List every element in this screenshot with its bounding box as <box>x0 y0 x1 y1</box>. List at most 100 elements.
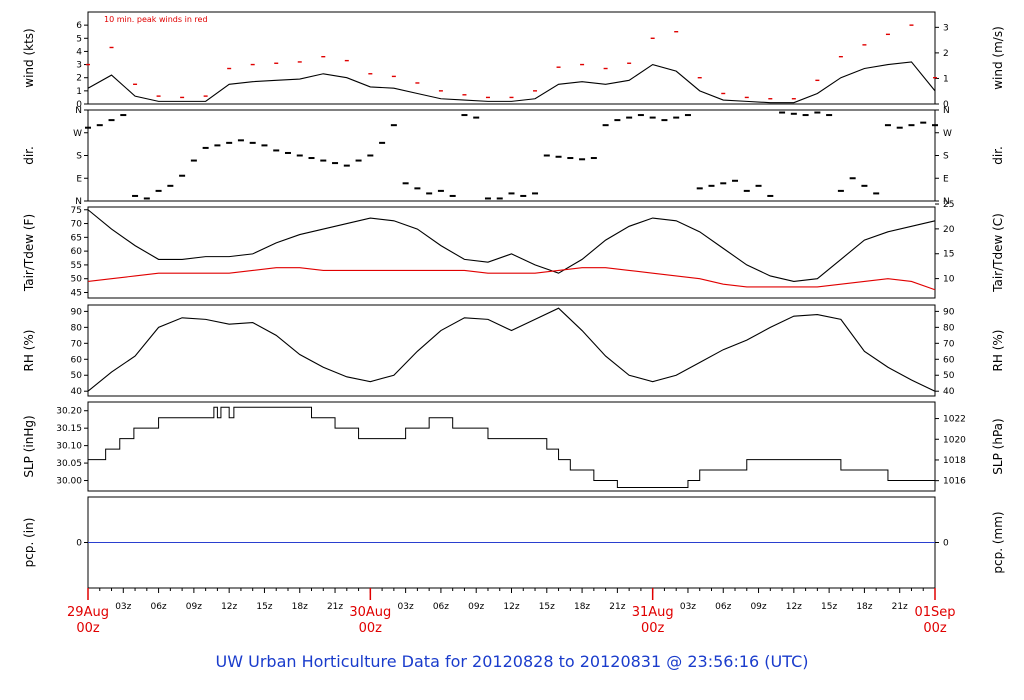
x-hour-label: 18z <box>856 602 872 612</box>
panel-annotation: 10 min. peak winds in red <box>104 15 208 24</box>
left-tick-label: 55 <box>71 261 82 271</box>
x-date-label: 01Sep <box>914 605 955 620</box>
direction-point <box>449 194 456 197</box>
left-tick-label: S <box>76 152 82 162</box>
x-date-label: 30Aug <box>349 605 391 620</box>
left-tick-label: 65 <box>71 233 82 243</box>
left-tick-label: 30.20 <box>56 407 82 417</box>
direction-point <box>696 187 703 190</box>
direction-point <box>132 194 139 197</box>
right-tick-label: 90 <box>943 307 955 317</box>
right-tick-label: 3 <box>943 23 949 33</box>
x-hour-label: 12z <box>503 602 519 612</box>
x-hour-label: 21z <box>327 602 343 612</box>
left-tick-label: 70 <box>71 220 83 230</box>
x-hour-label: 06z <box>433 602 449 612</box>
left-tick-label: W <box>73 129 82 139</box>
left-tick-label: 40 <box>71 387 83 397</box>
panel-frame <box>87 304 936 397</box>
x-hour-label: 06z <box>150 602 166 612</box>
direction-point <box>755 184 762 187</box>
x-hour-label: 03z <box>115 602 131 612</box>
direction-point <box>837 189 844 192</box>
series-SLP <box>88 406 935 489</box>
direction-point <box>202 146 209 149</box>
direction-point <box>590 157 597 160</box>
right-tick-label: 0 <box>943 100 949 110</box>
direction-point <box>320 159 327 162</box>
y-axis-label-right: SLP (hPa) <box>991 418 1005 474</box>
right-tick-label: 50 <box>943 371 955 381</box>
left-tick-label: 3 <box>76 61 82 71</box>
direction-point <box>908 124 915 127</box>
x-hour-label: 06z <box>715 602 731 612</box>
direction-point <box>614 119 621 122</box>
series-RH <box>87 307 936 392</box>
left-tick-label: 0 <box>76 100 82 110</box>
left-tick-label: 1 <box>76 87 82 97</box>
direction-point <box>884 124 891 127</box>
left-tick-label: 60 <box>71 247 83 257</box>
direction-point <box>343 164 350 167</box>
left-tick-label: E <box>76 174 82 184</box>
direction-point <box>779 111 786 114</box>
x-date-time-label: 00z <box>923 621 947 636</box>
right-tick-label: 1022 <box>943 415 966 425</box>
x-date-time-label: 00z <box>359 621 383 636</box>
direction-point <box>637 114 644 117</box>
direction-point <box>226 141 233 144</box>
x-hour-label: 09z <box>750 602 766 612</box>
direction-point <box>520 194 527 197</box>
series-Tair <box>87 209 936 283</box>
direction-point <box>461 114 468 117</box>
x-axis: 03z 06z 09z 12z 15z 18z 21z 03z 06z 09z 12z 15z 18z 2… <box>67 588 956 636</box>
x-hour-label: 09z <box>468 602 484 612</box>
y-axis-label-right: dir. <box>991 146 1005 165</box>
y-axis-label-left: dir. <box>22 146 36 165</box>
direction-point <box>932 124 938 127</box>
x-date-label: 31Aug <box>632 605 674 620</box>
y-axis-label-left: Tair/Tdew (F) <box>22 214 36 292</box>
direction-point <box>143 197 150 200</box>
left-tick-label: 30.05 <box>56 459 82 469</box>
x-hour-label: 21z <box>609 602 625 612</box>
direction-point <box>414 187 421 190</box>
y-axis-label-right: RH (%) <box>991 330 1005 372</box>
direction-point <box>649 116 656 119</box>
left-tick-label: 6 <box>76 21 82 31</box>
right-tick-label: 25 <box>943 200 954 210</box>
direction-point <box>602 124 609 127</box>
panel-rh: 40 50 60 70 80 90 40 50 60 70 80 90 RH (%) RH (%) <box>22 304 1005 397</box>
x-hour-label: 21z <box>892 602 908 612</box>
direction-point <box>579 158 586 161</box>
direction-point <box>261 144 268 147</box>
panel-frame <box>87 11 936 105</box>
panel-slp: 30.00 30.05 30.10 30.15 30.20 1016 1018 1020 102… <box>22 401 1005 492</box>
left-tick-label: N <box>75 106 82 116</box>
x-hour-label: 09z <box>186 602 202 612</box>
direction-point <box>296 154 303 157</box>
direction-point <box>390 124 397 127</box>
direction-point <box>120 114 127 117</box>
left-tick-label: 30.10 <box>56 442 82 452</box>
direction-point <box>308 157 315 160</box>
direction-point <box>284 151 291 154</box>
direction-point <box>484 197 491 200</box>
panel-pcp: 0 0 pcp. (in) pcp. (mm) <box>22 496 1005 589</box>
direction-point <box>920 121 927 124</box>
panel-temp: 45 50 55 60 65 70 75 10 15 20 25 Tair/Tdew (F) Tair/… <box>22 200 1005 299</box>
direction-point <box>355 159 362 162</box>
direction-point <box>155 189 162 192</box>
x-date-time-label: 00z <box>76 621 100 636</box>
left-tick-label: 30.00 <box>56 477 82 487</box>
left-tick-label: 70 <box>71 339 83 349</box>
direction-point <box>426 192 433 195</box>
y-axis-label-left: wind (kts) <box>22 28 36 87</box>
direction-point <box>814 111 821 114</box>
direction-point <box>790 112 797 115</box>
right-tick-label: 60 <box>943 355 955 365</box>
direction-point <box>332 162 339 165</box>
right-tick-label: 1018 <box>943 456 966 466</box>
direction-point <box>555 155 562 158</box>
